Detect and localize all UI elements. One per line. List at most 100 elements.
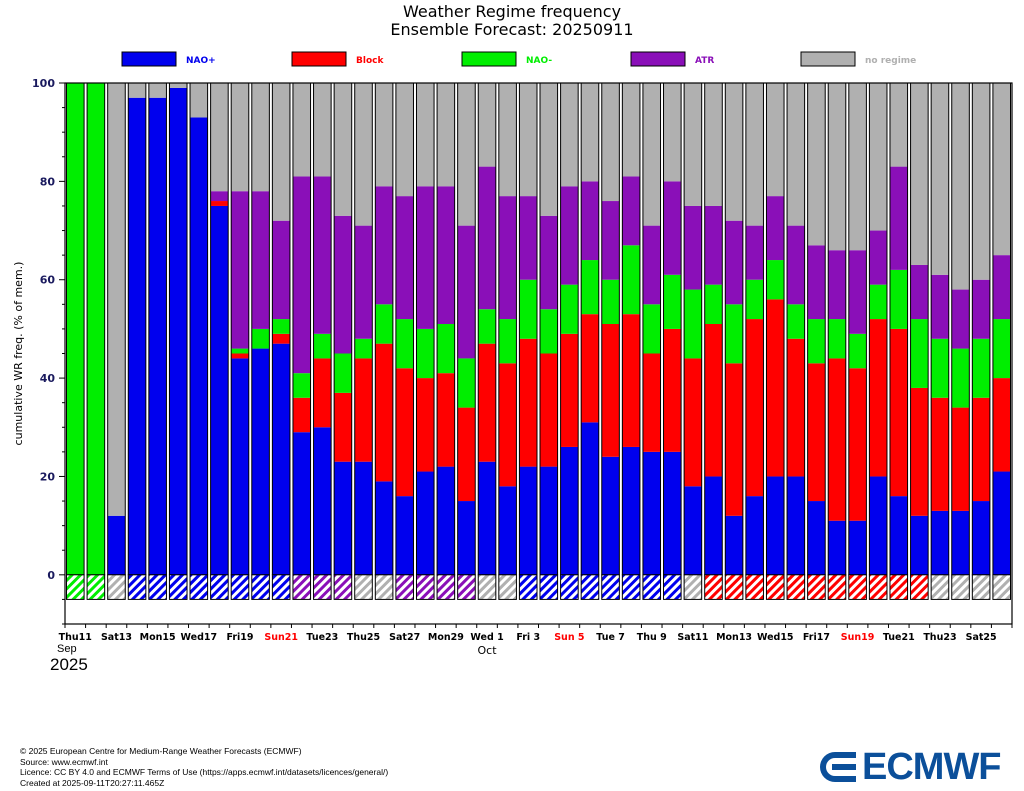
bar-8-naom bbox=[231, 348, 249, 354]
bar-14-block bbox=[354, 358, 373, 462]
chart-title: Weather Regime frequency bbox=[402, 2, 622, 21]
bar-19-naop bbox=[457, 501, 476, 575]
bar-13-block bbox=[334, 392, 352, 462]
bar-33-naop bbox=[745, 496, 764, 575]
bar-39-block bbox=[869, 319, 887, 477]
bar-29-naom bbox=[663, 274, 682, 329]
bar-7-dominant bbox=[210, 574, 229, 600]
bar-18-dominant bbox=[436, 574, 456, 600]
bar-5-dominant bbox=[168, 574, 188, 600]
bar-12-nor bbox=[313, 83, 332, 177]
bar-22-naop bbox=[519, 466, 537, 575]
bar-29-nor bbox=[663, 83, 682, 182]
bar-19-block bbox=[457, 407, 476, 502]
bar-19 bbox=[457, 82, 476, 600]
bar-25-atr bbox=[581, 181, 599, 261]
bar-22 bbox=[518, 82, 538, 600]
bar-23-dominant bbox=[539, 574, 559, 600]
bar-34-dominant bbox=[765, 574, 785, 600]
x-tick-label-0: Thu11 bbox=[59, 632, 92, 643]
x-tick-label-40: Tue21 bbox=[883, 632, 915, 643]
bar-44-naom bbox=[972, 338, 990, 398]
bar-26-nor bbox=[601, 83, 620, 202]
bar-39-atr bbox=[869, 230, 887, 285]
bar-40 bbox=[889, 82, 909, 600]
bar-29-naop bbox=[663, 451, 682, 575]
bar-10-nor bbox=[272, 83, 290, 221]
bar-39-naom bbox=[869, 284, 887, 320]
bar-31-block bbox=[704, 323, 723, 477]
bar-23-block bbox=[540, 353, 558, 467]
bar-12-block bbox=[313, 358, 332, 428]
bar-19-nor bbox=[457, 83, 476, 226]
bar-31-naop bbox=[704, 476, 723, 575]
bar-24-naop bbox=[560, 446, 579, 575]
bar-37-nor bbox=[828, 83, 846, 251]
bar-32-naop bbox=[725, 515, 743, 575]
bar-45-block bbox=[992, 378, 1011, 472]
bar-10 bbox=[271, 82, 291, 600]
footer-licence: Licence: CC BY 4.0 and ECMWF Terms of Us… bbox=[20, 767, 389, 777]
legend-swatch-naom bbox=[461, 51, 517, 67]
bar-43-nor bbox=[951, 83, 970, 290]
bar-34-naom bbox=[766, 260, 785, 300]
bar-44-block bbox=[972, 397, 990, 502]
legend-swatch-block bbox=[291, 51, 347, 67]
bar-45-atr bbox=[992, 255, 1011, 320]
x-tick-label-18: Mon29 bbox=[428, 632, 464, 643]
bar-26-atr bbox=[601, 201, 620, 280]
bar-15-atr bbox=[375, 186, 393, 305]
bar-42-atr bbox=[931, 274, 949, 339]
bar-10-naop bbox=[272, 343, 290, 575]
x-tick-label-34: Wed15 bbox=[757, 632, 794, 643]
bar-28-atr bbox=[642, 225, 661, 305]
bar-21-atr bbox=[498, 196, 517, 320]
bar-12-naom bbox=[313, 333, 332, 359]
month-label-sep: Sep bbox=[57, 643, 77, 655]
bar-13-nor bbox=[334, 83, 352, 216]
bar-43-naom bbox=[951, 348, 970, 408]
bar-5-naop bbox=[169, 87, 188, 575]
y-tick-label-60: 60 bbox=[40, 274, 56, 287]
bar-7-block bbox=[210, 201, 229, 206]
bar-6-naop bbox=[190, 117, 208, 575]
bar-24 bbox=[560, 82, 579, 600]
bar-22-dominant bbox=[518, 574, 538, 600]
bar-20-nor bbox=[478, 83, 496, 167]
bar-38-naop bbox=[848, 520, 867, 575]
bar-18-nor bbox=[437, 83, 455, 187]
bar-45 bbox=[992, 82, 1011, 600]
legend-swatch-nor bbox=[800, 51, 856, 67]
bar-2-naop bbox=[107, 515, 126, 575]
bar-19-atr bbox=[457, 225, 476, 359]
bar-41 bbox=[910, 82, 929, 600]
bar-20-naom bbox=[478, 309, 496, 344]
bar-33-nor bbox=[745, 83, 764, 226]
footer-created: Created at 2025-09-11T20:27:11.465Z bbox=[20, 777, 165, 788]
footer-source: Source: www.ecmwf.int bbox=[20, 756, 108, 767]
bar-21-nor bbox=[498, 83, 517, 197]
bar-27-atr bbox=[622, 176, 640, 246]
bar-45-naop bbox=[992, 471, 1011, 575]
bar-30-block bbox=[684, 358, 702, 487]
bar-9-atr bbox=[251, 191, 270, 329]
bar-18-naop bbox=[437, 466, 455, 575]
x-tick-label-24: Sun 5 bbox=[554, 632, 584, 643]
bar-10-naom bbox=[272, 319, 290, 334]
bar-22-block bbox=[519, 338, 537, 467]
bar-43-atr bbox=[951, 289, 970, 349]
bar-3-nor bbox=[128, 83, 146, 98]
bar-27-naom bbox=[622, 245, 640, 315]
bar-36-naom bbox=[807, 319, 826, 364]
bar-19-dominant bbox=[457, 574, 476, 600]
bar-11-atr bbox=[292, 176, 311, 374]
bar-20-naop bbox=[478, 461, 496, 575]
bar-20-block bbox=[478, 343, 496, 462]
y-tick-label-20: 20 bbox=[40, 470, 56, 483]
bar-38-atr bbox=[848, 250, 867, 334]
ecmwf-logo-icon bbox=[820, 752, 856, 782]
bar-38-naom bbox=[848, 333, 867, 369]
footer: © 2025 European Centre for Medium-Range … bbox=[20, 746, 388, 788]
x-tick-label-36: Fri17 bbox=[803, 632, 830, 643]
bar-17-dominant bbox=[415, 574, 435, 600]
